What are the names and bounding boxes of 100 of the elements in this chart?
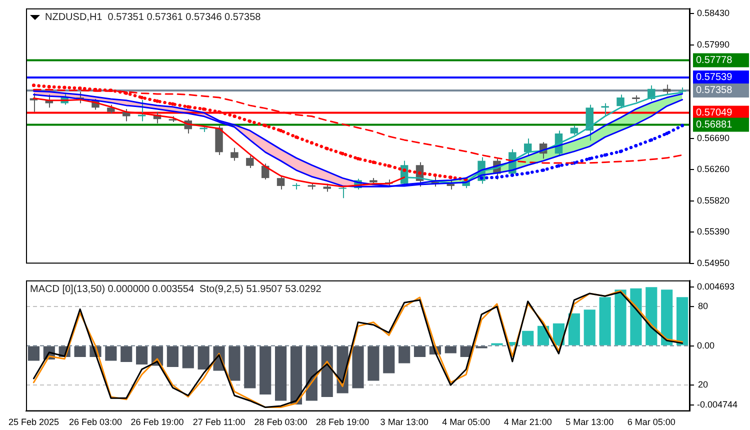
point bbox=[32, 84, 36, 88]
point bbox=[264, 124, 268, 128]
x-tick-label: 28 Feb 19:00 bbox=[316, 417, 370, 428]
point bbox=[588, 156, 592, 160]
bar bbox=[260, 346, 272, 394]
ref-line-label: 0.57778 bbox=[696, 55, 733, 66]
point bbox=[480, 176, 484, 180]
bar bbox=[568, 313, 580, 346]
y-tick-label: -0.004744 bbox=[697, 399, 738, 410]
x-tick-label: 4 Mar 05:00 bbox=[442, 417, 490, 428]
point bbox=[186, 105, 190, 109]
bar bbox=[28, 346, 40, 361]
point bbox=[47, 85, 51, 88]
point bbox=[62, 86, 66, 90]
y-tick-label: 0.58430 bbox=[697, 8, 730, 18]
candlestick bbox=[570, 125, 578, 136]
chart-title: MACD [0](13,50) 0.000000 0.003554 Sto(9,2,5) 51.9507 53.0292 bbox=[30, 284, 322, 295]
point bbox=[356, 156, 360, 160]
bar bbox=[522, 330, 534, 346]
chart-title: NZDUSD,H1 0.57351 0.57361 0.57346 0.57358 bbox=[45, 12, 261, 23]
point bbox=[202, 107, 206, 111]
y-tick-label: 0.004693 bbox=[697, 282, 735, 292]
bar bbox=[136, 346, 148, 365]
bar bbox=[444, 346, 456, 354]
candlestick bbox=[276, 176, 285, 190]
point bbox=[217, 110, 221, 114]
point bbox=[78, 86, 82, 90]
y-tick-label: 0.55390 bbox=[697, 226, 730, 236]
x-tick-label: 5 Mar 13:00 bbox=[566, 417, 614, 428]
candlestick bbox=[586, 104, 594, 142]
bar bbox=[306, 346, 318, 401]
bar bbox=[166, 346, 178, 368]
point bbox=[325, 146, 329, 150]
bar bbox=[120, 346, 132, 362]
point bbox=[310, 141, 314, 145]
point bbox=[156, 99, 159, 103]
x-tick-label: 25 Feb 2025 bbox=[8, 417, 59, 428]
y-tick-label: 0.00 bbox=[697, 340, 715, 350]
candlestick bbox=[524, 138, 532, 156]
candlestick bbox=[338, 185, 346, 199]
point bbox=[387, 164, 391, 168]
candlestick bbox=[230, 147, 238, 162]
bar bbox=[661, 290, 673, 346]
x-tick-label: 6 Mar 05:00 bbox=[627, 417, 676, 428]
bar bbox=[599, 297, 611, 346]
candlestick bbox=[662, 84, 671, 96]
point bbox=[140, 96, 144, 100]
point bbox=[248, 120, 252, 123]
point bbox=[665, 132, 669, 136]
bar bbox=[182, 346, 194, 368]
point bbox=[340, 152, 344, 156]
x-tick-label: 3 Mar 13:00 bbox=[380, 417, 428, 428]
ref-line-label: 0.57358 bbox=[696, 85, 733, 96]
y-tick-label: 0.56260 bbox=[697, 164, 730, 174]
y-tick-label: 0.54950 bbox=[697, 258, 730, 268]
bar bbox=[614, 290, 626, 346]
bar bbox=[676, 297, 688, 346]
bar bbox=[228, 346, 240, 381]
point bbox=[680, 124, 684, 128]
y2-tick-label: 20 bbox=[698, 380, 708, 390]
bar bbox=[198, 346, 210, 370]
bar bbox=[368, 346, 380, 381]
point bbox=[434, 173, 437, 177]
candlestick bbox=[446, 180, 455, 190]
point bbox=[650, 138, 654, 142]
point bbox=[495, 176, 499, 180]
bar bbox=[321, 346, 333, 397]
x-tick-label: 28 Feb 03:00 bbox=[254, 417, 308, 428]
bar bbox=[414, 346, 426, 358]
ref-line-label: 0.57049 bbox=[696, 107, 733, 118]
bar bbox=[74, 346, 86, 358]
point bbox=[557, 164, 560, 168]
ref-line-label: 0.56881 bbox=[696, 120, 733, 131]
bar bbox=[105, 346, 117, 361]
x-tick-label: 27 Feb 11:00 bbox=[192, 417, 246, 428]
point bbox=[542, 168, 545, 172]
y2-tick-label: 80 bbox=[698, 301, 708, 312]
bar bbox=[398, 346, 410, 364]
bar bbox=[275, 346, 287, 401]
x-tick-label: 4 Mar 21:00 bbox=[504, 417, 552, 428]
bar bbox=[244, 346, 256, 388]
candlestick bbox=[601, 102, 609, 117]
y-tick-label: 0.57990 bbox=[697, 40, 730, 50]
x-tick-label: 26 Feb 03:00 bbox=[68, 417, 122, 428]
point bbox=[510, 173, 514, 177]
y-tick-label: 0.55820 bbox=[697, 196, 730, 206]
point bbox=[279, 128, 282, 132]
y-tick-label: 0.56690 bbox=[697, 133, 730, 143]
point bbox=[603, 153, 607, 157]
point bbox=[171, 102, 174, 106]
bar bbox=[290, 346, 302, 404]
bar bbox=[352, 346, 364, 388]
point bbox=[372, 160, 376, 164]
point bbox=[634, 144, 638, 148]
candlestick bbox=[616, 94, 624, 109]
point bbox=[124, 92, 128, 95]
ref-line-label: 0.57539 bbox=[696, 72, 733, 84]
x-tick-label: 26 Feb 19:00 bbox=[130, 417, 184, 428]
point bbox=[232, 114, 236, 118]
bar bbox=[584, 310, 596, 346]
